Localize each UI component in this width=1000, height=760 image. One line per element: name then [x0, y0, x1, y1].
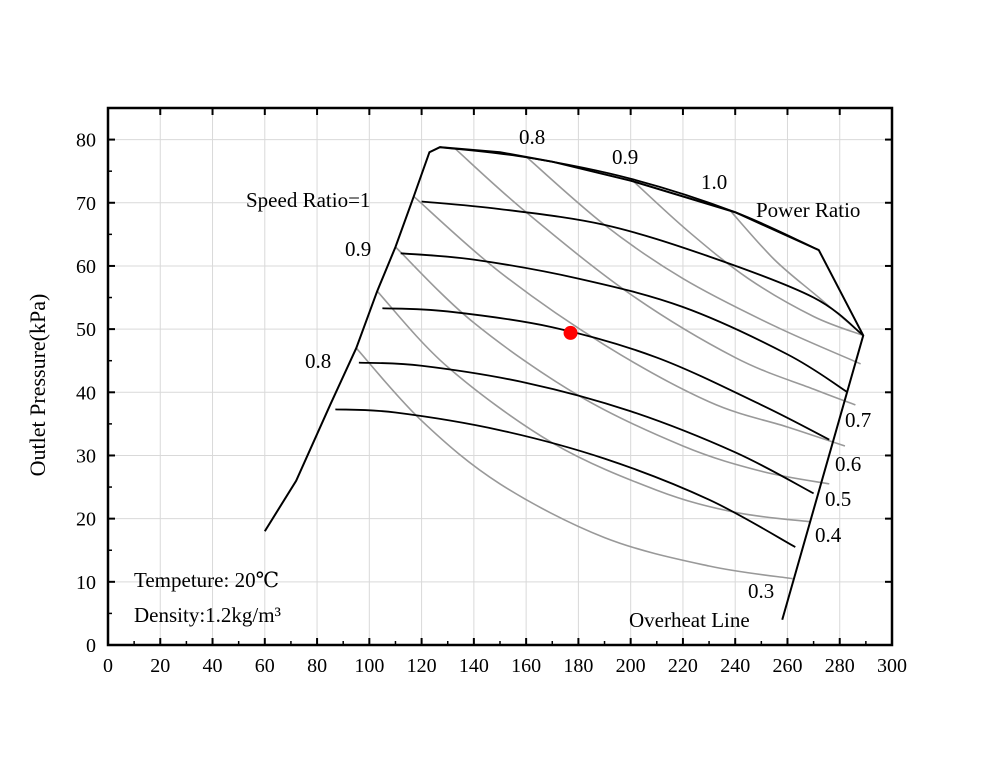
power-ratio-curve	[455, 148, 856, 406]
boundary-line	[263, 146, 865, 621]
speed-0-9-label: 0.9	[345, 237, 371, 261]
speed-ratio-curve	[382, 307, 830, 441]
power-0-5-label: 0.5	[825, 487, 851, 511]
power-ratio-curve	[525, 156, 861, 365]
power-ratio-label: Power Ratio	[756, 198, 860, 222]
power-ratio-curve	[413, 195, 846, 447]
speed-ratio-curve	[421, 200, 864, 337]
x-tick-label: 20	[150, 655, 170, 677]
x-tick-label: 120	[407, 655, 437, 677]
x-tick-label: 0	[103, 655, 113, 677]
y-tick-label: 30	[76, 445, 96, 467]
speed-ratio-curve	[358, 361, 815, 495]
speed-ratio-label: Speed Ratio=1	[246, 188, 370, 212]
operating-point	[563, 325, 578, 340]
x-tick-label: 80	[307, 655, 327, 677]
power-0-7-label: 0.7	[845, 408, 871, 432]
y-tick-label: 0	[86, 635, 96, 657]
x-tick-label: 240	[720, 655, 750, 677]
speed-0-8-label: 0.8	[305, 349, 331, 373]
x-tick-label: 280	[825, 655, 855, 677]
speed-curves	[335, 146, 864, 548]
power-ratio-curve	[376, 290, 812, 523]
x-tick-label: 180	[563, 655, 593, 677]
x-tick-label: 160	[511, 655, 541, 677]
x-tick-label: 260	[772, 655, 802, 677]
power-1-0-label: 1.0	[701, 170, 727, 194]
y-axis-title: Outlet Pressure(kPa)	[25, 294, 50, 477]
x-tick-label: 100	[354, 655, 384, 677]
x-tick-label: 60	[255, 655, 275, 677]
y-tick-label: 20	[76, 509, 96, 531]
power-ratio-curve	[394, 246, 830, 485]
y-tick-label: 80	[76, 130, 96, 152]
power-ratio-curve	[355, 347, 793, 580]
power-ratio-curve	[630, 178, 864, 337]
speed-ratio-curve	[335, 408, 796, 548]
x-tick-label: 220	[668, 655, 698, 677]
y-tick-label: 10	[76, 572, 96, 594]
overheat-line-label: Overheat Line	[629, 608, 750, 632]
x-tick-label: 200	[616, 655, 646, 677]
y-tick-label: 60	[76, 256, 96, 278]
x-tick-label: 140	[459, 655, 489, 677]
power-0-3-label: 0.3	[748, 579, 774, 603]
grid	[107, 108, 893, 646]
density-note: Density:1.2kg/m³	[134, 603, 281, 627]
power-0-9-label: 0.9	[612, 145, 638, 169]
x-tick-label: 40	[203, 655, 223, 677]
ticks: 0 20 40 60 80 100 120 140 160 180 200 220 240 260 280 3…	[76, 108, 907, 677]
temperature-note: Tempeture: 20℃	[134, 568, 279, 592]
y-tick-label: 40	[76, 382, 96, 404]
power-0-4-label: 0.4	[815, 523, 842, 547]
power-0-6-label: 0.6	[835, 452, 861, 476]
y-tick-label: 70	[76, 193, 96, 215]
x-tick-label: 300	[877, 655, 907, 677]
y-tick-label: 50	[76, 319, 96, 341]
power-0-8-label: 0.8	[519, 125, 545, 149]
speed-ratio-curve	[400, 252, 849, 394]
plot-frame	[106, 106, 894, 647]
